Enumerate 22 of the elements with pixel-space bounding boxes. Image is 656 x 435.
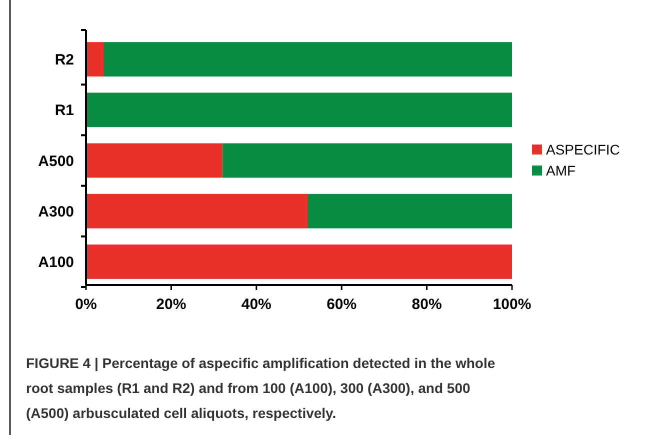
- x-tick-label: 40%: [241, 296, 272, 313]
- bar: [86, 143, 222, 178]
- legend-label: AMF: [546, 162, 576, 178]
- x-tick-label: 0%: [75, 296, 97, 313]
- y-tick-label: R1: [54, 102, 74, 120]
- y-tick-label: A500: [38, 152, 74, 170]
- bar: [86, 194, 308, 228]
- x-tick-label: 100%: [492, 296, 532, 313]
- bar: [86, 42, 104, 76]
- bar: [308, 194, 512, 228]
- x-tick-label: 80%: [412, 296, 442, 313]
- bar: [103, 42, 512, 76]
- x-tick-label: 20%: [156, 296, 186, 313]
- y-tick-label: R2: [54, 52, 74, 69]
- bar: [86, 244, 512, 279]
- x-tick-label: 60%: [326, 296, 357, 313]
- y-tick-label: A300: [38, 203, 74, 220]
- y-tick-label: A100: [38, 254, 74, 271]
- bar: [86, 92, 512, 128]
- caption: FIGURE 4 | Percentage of aspecific amplification detected in the whole root samples (R1 and R2) and from 100 (A100), 300 (A300), and 500 (A500) arbusculated cell aliquots, respectively.: [26, 355, 496, 421]
- bar: [222, 143, 512, 178]
- legend-label: ASPECIFIC: [546, 141, 620, 158]
